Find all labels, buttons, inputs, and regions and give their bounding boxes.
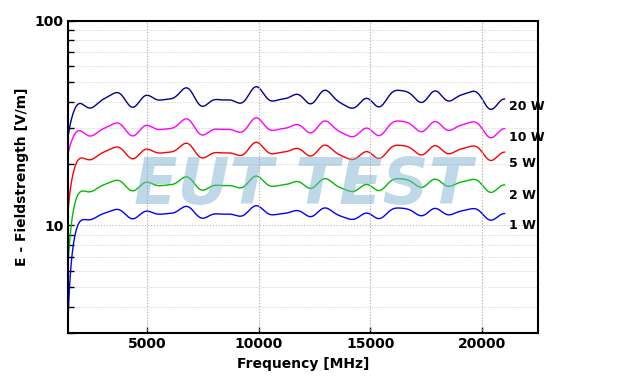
Text: 20 W: 20 W — [509, 100, 545, 113]
Text: 5 W: 5 W — [509, 157, 536, 170]
X-axis label: Frequency [MHz]: Frequency [MHz] — [237, 357, 369, 371]
Text: 2 W: 2 W — [509, 189, 536, 202]
Text: 10 W: 10 W — [509, 130, 545, 144]
Text: EUT TEST: EUT TEST — [134, 155, 473, 217]
Text: 1 W: 1 W — [509, 219, 536, 232]
Y-axis label: E - Fieldstrength [V/m]: E - Fieldstrength [V/m] — [15, 87, 29, 266]
